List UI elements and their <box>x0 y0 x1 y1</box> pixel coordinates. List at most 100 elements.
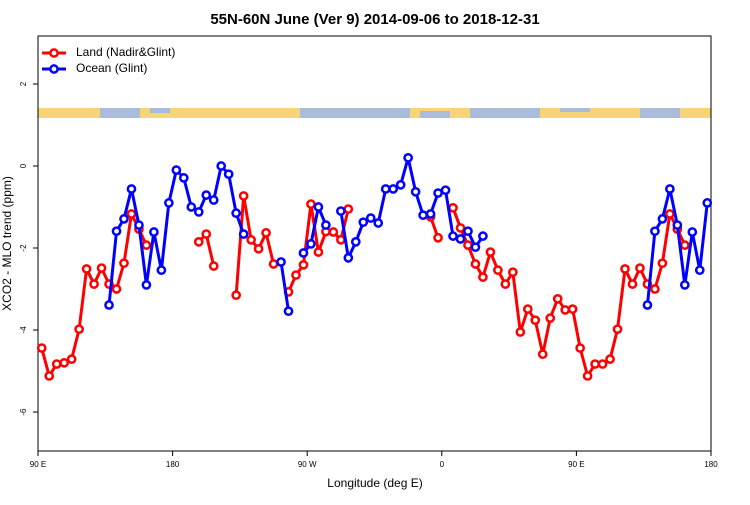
point <box>515 327 526 337</box>
point <box>59 357 70 368</box>
point <box>410 186 421 197</box>
legend-marker <box>49 64 59 74</box>
legend-label: Land (Nadir&Glint) <box>76 45 175 59</box>
point <box>650 226 660 237</box>
point <box>261 227 271 238</box>
point <box>208 195 219 205</box>
point <box>44 371 55 381</box>
point <box>560 305 571 315</box>
point <box>298 259 309 270</box>
point <box>642 300 653 310</box>
point <box>216 161 227 171</box>
point <box>455 234 466 244</box>
point <box>672 220 683 230</box>
point <box>306 199 316 209</box>
y-tick-label: -4 <box>19 326 28 334</box>
point <box>440 185 451 196</box>
point <box>81 264 92 274</box>
point <box>665 209 675 219</box>
point <box>186 202 197 212</box>
point <box>298 248 309 258</box>
point <box>111 284 122 294</box>
point <box>201 229 212 239</box>
point <box>336 206 346 216</box>
point <box>455 223 466 233</box>
point <box>679 280 690 290</box>
point <box>141 240 152 250</box>
point <box>500 279 511 289</box>
point <box>493 265 503 276</box>
point <box>425 209 436 219</box>
point <box>231 208 242 219</box>
point <box>403 152 413 163</box>
point <box>485 247 496 257</box>
point <box>694 265 705 276</box>
point <box>373 218 384 228</box>
point <box>343 253 354 263</box>
point <box>253 243 264 254</box>
point <box>36 343 47 353</box>
point <box>104 300 114 310</box>
point <box>665 184 675 194</box>
plot-frame <box>37 35 712 452</box>
point <box>650 284 660 294</box>
point <box>478 272 488 282</box>
point <box>605 354 615 364</box>
point <box>193 207 204 217</box>
point <box>149 227 159 237</box>
point <box>537 349 548 360</box>
x-tick-label: 90 E <box>568 460 584 469</box>
point <box>687 227 698 237</box>
y-tick-label: -6 <box>19 408 28 416</box>
point <box>463 226 473 237</box>
point <box>156 265 167 276</box>
point <box>575 343 585 353</box>
point <box>620 264 630 274</box>
legend-label: Ocean (Glint) <box>76 61 147 75</box>
point <box>178 173 189 183</box>
point <box>328 227 339 237</box>
point <box>246 234 256 245</box>
point <box>635 263 645 273</box>
point <box>545 313 556 323</box>
point <box>433 188 443 198</box>
point <box>119 214 129 224</box>
point <box>231 290 242 301</box>
point <box>134 220 144 230</box>
point <box>66 354 77 364</box>
point <box>126 184 137 194</box>
x-axis-label: Longitude (deg E) <box>327 476 422 490</box>
point <box>582 371 593 381</box>
point <box>388 184 399 194</box>
point <box>193 237 204 247</box>
point <box>448 231 458 241</box>
x-tick-label: 180 <box>704 460 718 469</box>
point <box>276 257 286 267</box>
x-tick-label: 180 <box>166 460 180 469</box>
point <box>679 240 690 250</box>
point <box>238 191 249 201</box>
point <box>418 210 428 221</box>
point <box>89 279 99 289</box>
y-axis-label: XCO2 - MLO trend (ppm) <box>0 176 14 311</box>
point <box>313 202 324 212</box>
point <box>657 258 668 269</box>
point <box>567 304 578 314</box>
point <box>238 229 249 239</box>
point <box>522 304 533 314</box>
land-mask <box>38 108 711 118</box>
point <box>164 198 174 208</box>
point <box>283 306 294 317</box>
point <box>702 198 713 208</box>
point <box>268 259 279 269</box>
x-tick-label: 0 <box>440 460 445 469</box>
point <box>380 184 391 194</box>
point <box>321 220 331 230</box>
point <box>74 324 84 335</box>
point <box>119 258 129 269</box>
point <box>433 232 443 243</box>
point <box>507 267 518 278</box>
x-tick-label: 90 E <box>30 460 46 469</box>
point <box>590 359 600 369</box>
